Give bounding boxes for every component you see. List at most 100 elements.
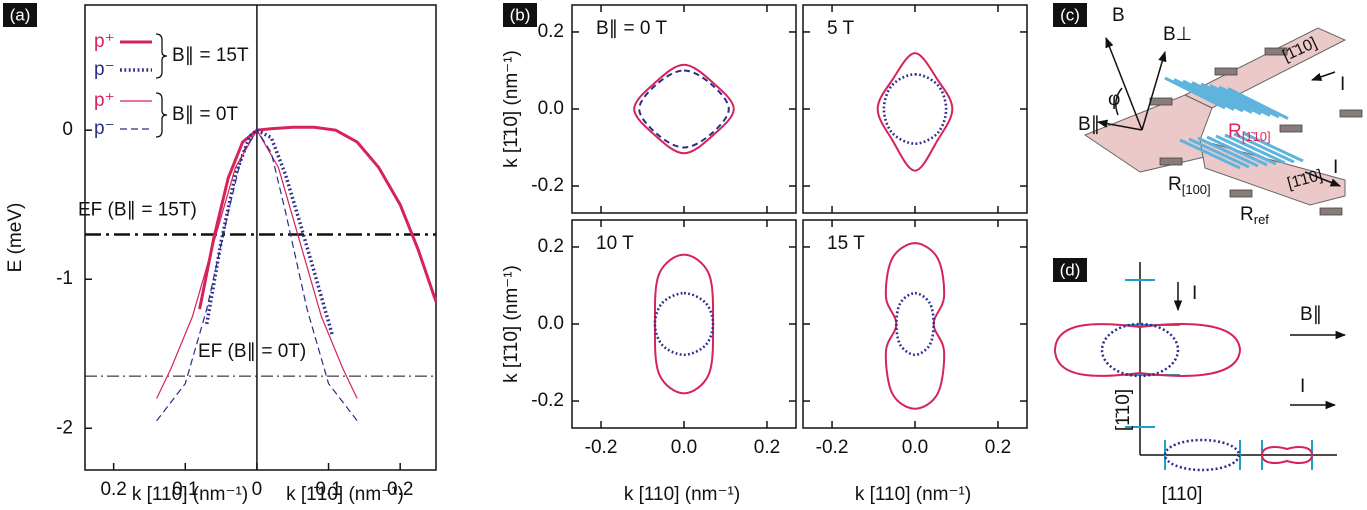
plot-frame [84, 4, 437, 471]
panel-label: (a) [10, 5, 31, 24]
y-tick-label: 0.0 [538, 98, 564, 119]
contact [1339, 109, 1363, 118]
y-tick-label: -2 [56, 417, 73, 438]
fermi-contour-sketch: (d) I B∥ I [1̄10] [110] [1053, 258, 1347, 505]
contact [1229, 189, 1253, 198]
x-tick-label: 0.2 [754, 437, 780, 458]
label: [1̄10] [1113, 389, 1134, 431]
legend-brace [155, 92, 168, 138]
y-axis-label: k [1̄10] (nm⁻¹) [501, 50, 522, 168]
contact [1319, 207, 1343, 216]
gate-stripe [1200, 82, 1262, 116]
subplot-title: B∥ = 0 T [596, 18, 667, 39]
contact [1149, 97, 1173, 106]
panel-label-box [503, 3, 537, 27]
contour-sketch [1260, 446, 1314, 464]
y-tick-label: -0.2 [531, 175, 564, 196]
contact [1279, 124, 1303, 133]
contact [1264, 47, 1288, 56]
legend-brace [155, 33, 168, 79]
panel-label-box [1053, 3, 1087, 27]
subplot-title: 5 T [827, 18, 855, 39]
gate-stripe [1173, 78, 1235, 111]
curve [205, 128, 334, 335]
label: I [1192, 283, 1197, 304]
contour [882, 73, 948, 145]
subplot-title: 10 T [596, 233, 634, 254]
panel-label: (b) [510, 5, 531, 24]
gate-stripes [1164, 76, 1304, 170]
subplot-title: 15 T [827, 233, 865, 254]
arrow [1096, 119, 1143, 131]
x-tick-label: -0.2 [816, 437, 849, 458]
gate-stripe [1209, 84, 1271, 117]
contour-sketch [1163, 438, 1241, 472]
gate-stripe [1197, 136, 1259, 168]
label: I [1300, 376, 1305, 397]
label: Rref [1240, 204, 1269, 227]
gate-stripe [1182, 79, 1244, 113]
label: B [1112, 5, 1125, 26]
y-tick-label: -0.2 [531, 390, 564, 411]
label: B∥ [1078, 114, 1100, 135]
panel-label-box [1053, 258, 1087, 282]
y-tick-label: 0.0 [538, 313, 564, 334]
arrow [1141, 50, 1167, 131]
arrow [1304, 171, 1341, 187]
gate-stripe [1227, 87, 1289, 120]
fermi-label: EF (B∥ = 15T) [78, 200, 197, 221]
legend-group-label: B∥ = 15T [172, 45, 249, 66]
x-tick-label: 0.1 [172, 479, 198, 500]
label: I [1340, 74, 1345, 95]
curve [156, 129, 358, 422]
legend-label: p⁺ [94, 90, 115, 111]
y-tick-label: -1 [56, 268, 73, 289]
label: R[100] [1168, 174, 1211, 197]
contact [1159, 157, 1183, 166]
legend-label: p⁻ [94, 118, 115, 139]
label: I [1333, 157, 1338, 178]
label: B⊥ [1163, 24, 1192, 45]
gate-stripe [1224, 133, 1286, 165]
y-tick-label: 0 [62, 119, 73, 140]
legend-group-label: B∥ = 0T [172, 104, 238, 125]
contour [653, 291, 715, 357]
gate-stripe [1191, 81, 1253, 114]
y-tick-label: 0.2 [538, 236, 564, 257]
y-axis-label: k [1̄10] (nm⁻¹) [501, 265, 522, 383]
x-axis-label: k [110] (nm⁻¹) [624, 484, 740, 505]
panel-label: (d) [1060, 260, 1081, 279]
panel-label: (c) [1060, 5, 1080, 24]
contour [876, 52, 954, 172]
fermi-label: EF (B∥ = 0T) [198, 341, 306, 362]
device-schematic: (c) B B⊥ φ B∥ I I [1̄10] [1̄10] R[1̄10] … [1053, 3, 1363, 227]
label: R[1̄10] [1228, 121, 1271, 144]
x-tick-label: 0 [252, 479, 263, 500]
x-tick-label: 0.0 [671, 437, 697, 458]
contacts [1149, 47, 1363, 216]
gate-stripe [1218, 85, 1280, 119]
gate-stripe [1206, 135, 1268, 167]
arrow [1105, 37, 1143, 131]
label: φ [1108, 89, 1120, 110]
contour [653, 253, 715, 395]
contour [884, 242, 946, 410]
label: B∥ [1300, 304, 1322, 325]
y-axis-label: E (meV) [5, 203, 26, 273]
curve [198, 125, 438, 310]
x-tick-label: 0.2 [985, 437, 1011, 458]
contour [638, 69, 730, 149]
contour [895, 291, 935, 357]
x-axis-label: k [110] (nm⁻¹) [132, 484, 248, 505]
contour-sketch [1100, 322, 1180, 378]
gate-stripe [1233, 132, 1295, 164]
x-tick-label: 0.0 [902, 437, 928, 458]
y-tick-label: 0.2 [538, 21, 564, 42]
legend-label: p⁻ [94, 59, 115, 80]
contour [633, 63, 735, 155]
angle-arc [1115, 87, 1123, 116]
gate-stripe [1188, 137, 1250, 169]
